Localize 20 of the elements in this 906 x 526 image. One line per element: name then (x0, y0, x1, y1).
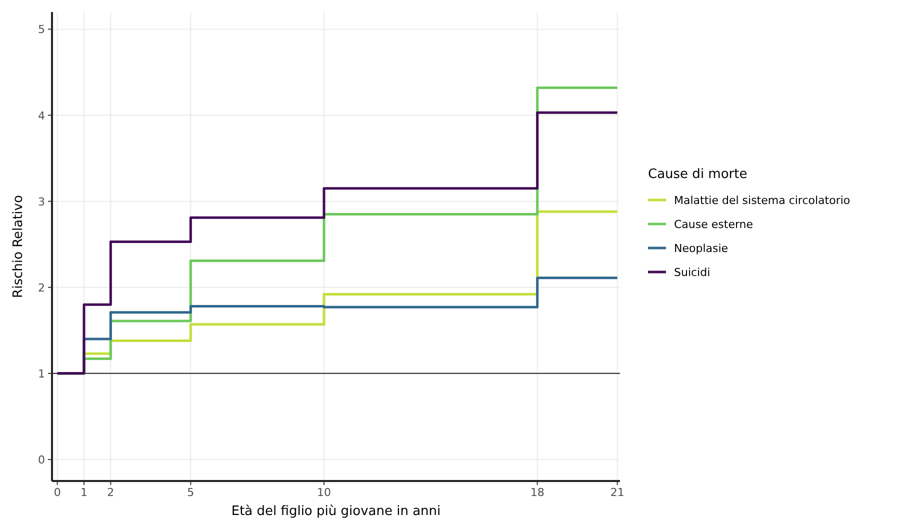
legend-label: Cause esterne (674, 218, 754, 231)
x-tick-label: 0 (54, 486, 61, 499)
legend-title: Cause di morte (648, 167, 748, 182)
y-tick-label: 2 (38, 281, 45, 294)
x-tick-label: 18 (530, 486, 544, 499)
x-tick-label: 21 (610, 486, 624, 499)
x-tick-label: 1 (80, 486, 88, 499)
legend-label: Neoplasie (674, 242, 728, 255)
y-tick-label: 3 (38, 195, 45, 208)
y-tick-label: 1 (38, 367, 45, 380)
legend-label: Suicidi (674, 266, 710, 279)
x-tick-label: 2 (107, 486, 114, 499)
y-axis-title: Rischio Relativo (11, 195, 26, 298)
x-tick-label: 5 (187, 486, 194, 499)
x-axis-title: Età del figlio più giovane in anni (231, 504, 441, 519)
y-tick-label: 4 (38, 109, 45, 122)
y-tick-label: 0 (38, 453, 45, 466)
x-tick-label: 10 (317, 486, 331, 499)
legend-label: Malattie del sistema circolatorio (674, 194, 850, 207)
y-tick-label: 5 (38, 23, 45, 36)
